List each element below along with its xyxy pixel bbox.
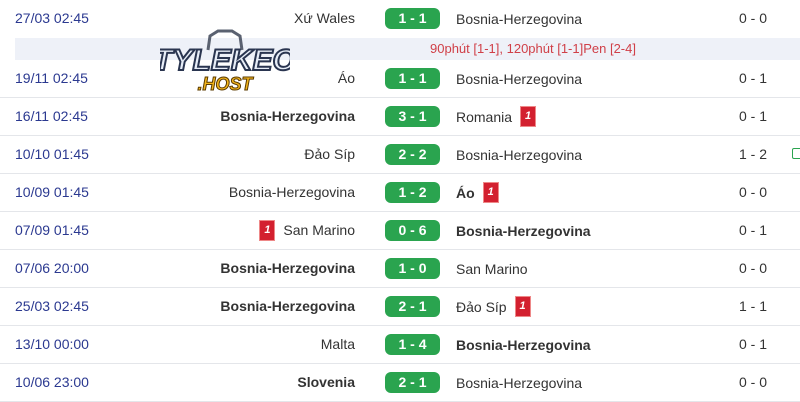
home-team[interactable]: 1 San Marino bbox=[259, 212, 355, 249]
score-badge[interactable]: 3 - 1 bbox=[385, 106, 440, 127]
match-row[interactable]: 10/06 23:00 Slovenia 2 - 1 Bosnia-Herzegovi… bbox=[0, 364, 800, 402]
home-team[interactable]: Đảo Síp bbox=[304, 136, 355, 173]
away-team-name[interactable]: San Marino bbox=[456, 260, 528, 277]
home-team-name[interactable]: Đảo Síp bbox=[304, 146, 355, 162]
half-time-score: 0 - 1 bbox=[738, 70, 767, 86]
home-team-name[interactable]: Bosnia-Herzegovina bbox=[220, 108, 355, 124]
score-badge[interactable]: 2 - 1 bbox=[385, 296, 440, 317]
match-date: 07/09 01:45 bbox=[15, 222, 89, 238]
comment-icon[interactable] bbox=[792, 148, 800, 159]
score-badge[interactable]: 1 - 4 bbox=[385, 334, 440, 355]
away-team[interactable]: Đảo Síp 1 bbox=[456, 288, 531, 325]
red-card-badge: 1 bbox=[514, 296, 531, 317]
match-date: 10/06 23:00 bbox=[15, 374, 89, 390]
score-badge[interactable]: 2 - 1 bbox=[385, 372, 440, 393]
home-team[interactable]: Bosnia-Herzegovina bbox=[220, 288, 355, 325]
match-row[interactable]: 13/10 00:00 Malta 1 - 4 Bosnia-Herzegovina 0… bbox=[0, 326, 800, 364]
home-team[interactable]: Malta bbox=[321, 326, 355, 363]
match-date: 07/06 20:00 bbox=[15, 260, 89, 276]
away-team-name[interactable]: Bosnia-Herzegovina bbox=[456, 222, 591, 239]
match-row[interactable]: 10/10 01:45 Đảo Síp 2 - 2 Bosnia-Herzegovin… bbox=[0, 136, 800, 174]
away-team-name[interactable]: Bosnia-Herzegovina bbox=[456, 10, 583, 27]
away-team[interactable]: Romania 1 bbox=[456, 98, 537, 135]
match-date: 19/11 02:45 bbox=[15, 70, 88, 86]
home-team[interactable]: Xứ Wales bbox=[294, 0, 355, 37]
away-team-name[interactable]: Bosnia-Herzegovina bbox=[456, 146, 583, 163]
away-team[interactable]: Bosnia-Herzegovina bbox=[456, 326, 591, 363]
away-team[interactable]: San Marino bbox=[456, 250, 528, 287]
half-time-score: 1 - 1 bbox=[738, 298, 767, 314]
match-row[interactable]: 25/03 02:45 Bosnia-Herzegovina 2 - 1 Đảo Sí… bbox=[0, 288, 800, 326]
away-team-name[interactable]: Bosnia-Herzegovina bbox=[456, 70, 583, 87]
match-date: 10/09 01:45 bbox=[15, 184, 89, 200]
home-team-name[interactable]: Slovenia bbox=[297, 374, 355, 390]
red-card-badge: 1 bbox=[482, 182, 499, 203]
home-team-name[interactable]: Áo bbox=[337, 70, 355, 86]
red-card-badge: 1 bbox=[259, 220, 276, 241]
home-team[interactable]: Bosnia-Herzegovina bbox=[229, 174, 355, 211]
half-time-score: 0 - 0 bbox=[738, 184, 767, 200]
watermark-logo: TYLEKEO .HOST bbox=[153, 28, 297, 98]
home-team-name[interactable]: Bosnia-Herzegovina bbox=[220, 260, 355, 276]
red-card-badge: 1 bbox=[520, 106, 537, 127]
away-team[interactable]: Bosnia-Herzegovina bbox=[456, 136, 582, 173]
half-time-score: 0 - 0 bbox=[738, 10, 767, 26]
away-team[interactable]: Áo 1 bbox=[456, 174, 499, 211]
away-team[interactable]: Bosnia-Herzegovina bbox=[456, 212, 591, 249]
half-time-score: 0 - 1 bbox=[738, 222, 767, 238]
half-time-score: 1 - 2 bbox=[738, 146, 767, 162]
score-badge[interactable]: 1 - 1 bbox=[385, 68, 440, 89]
away-team-name[interactable]: Romania bbox=[456, 108, 513, 125]
match-date: 16/11 02:45 bbox=[15, 108, 88, 124]
half-time-score: 0 - 1 bbox=[738, 108, 767, 124]
half-time-score: 0 - 1 bbox=[738, 336, 767, 352]
match-row[interactable]: 07/06 20:00 Bosnia-Herzegovina 1 - 0 San Ma… bbox=[0, 250, 800, 288]
home-team-name[interactable]: Bosnia-Herzegovina bbox=[228, 184, 355, 200]
score-badge[interactable]: 1 - 1 bbox=[385, 8, 440, 29]
home-team[interactable]: Bosnia-Herzegovina bbox=[220, 98, 355, 135]
score-badge[interactable]: 2 - 2 bbox=[385, 144, 440, 165]
match-date: 27/03 02:45 bbox=[15, 10, 89, 26]
penalty-note: 90phút [1-1], 120phút [1-1]Pen [2-4] bbox=[15, 38, 800, 60]
away-team-name[interactable]: Bosnia-Herzegovina bbox=[456, 374, 583, 391]
match-date: 25/03 02:45 bbox=[15, 298, 89, 314]
away-team[interactable]: Bosnia-Herzegovina bbox=[456, 60, 582, 97]
match-row[interactable]: 19/11 02:45 Áo 1 - 1 Bosnia-Herzegovina 0 - … bbox=[0, 60, 800, 98]
svg-text:.HOST: .HOST bbox=[197, 74, 254, 94]
home-team-name[interactable]: Malta bbox=[320, 336, 355, 352]
half-time-score: 0 - 0 bbox=[738, 374, 767, 390]
home-team-name[interactable]: Bosnia-Herzegovina bbox=[220, 298, 355, 314]
away-team[interactable]: Bosnia-Herzegovina bbox=[456, 0, 582, 37]
home-team[interactable]: Bosnia-Herzegovina bbox=[220, 250, 355, 287]
home-team-name[interactable]: San Marino bbox=[283, 222, 355, 238]
score-badge[interactable]: 1 - 0 bbox=[385, 258, 440, 279]
score-badge[interactable]: 0 - 6 bbox=[385, 220, 440, 241]
match-date: 13/10 00:00 bbox=[15, 336, 89, 352]
match-row[interactable]: 07/09 01:45 1 San Marino 0 - 6 Bosnia-Herzeg… bbox=[0, 212, 800, 250]
home-team-name[interactable]: Xứ Wales bbox=[294, 10, 355, 26]
match-row[interactable]: 10/09 01:45 Bosnia-Herzegovina 1 - 2 Áo 1 0 -… bbox=[0, 174, 800, 212]
away-team[interactable]: Bosnia-Herzegovina bbox=[456, 364, 582, 401]
match-row[interactable]: 27/03 02:45 Xứ Wales 1 - 1 Bosnia-Herzegovi… bbox=[0, 0, 800, 38]
away-team-name[interactable]: Áo bbox=[456, 184, 475, 201]
half-time-score: 0 - 0 bbox=[738, 260, 767, 276]
score-badge[interactable]: 1 - 2 bbox=[385, 182, 440, 203]
away-team-name[interactable]: Bosnia-Herzegovina bbox=[456, 336, 591, 353]
match-row[interactable]: 16/11 02:45 Bosnia-Herzegovina 3 - 1 Romani… bbox=[0, 98, 800, 136]
home-team[interactable]: Slovenia bbox=[297, 364, 355, 401]
home-team[interactable]: Áo bbox=[338, 60, 355, 97]
away-team-name[interactable]: Đảo Síp bbox=[456, 298, 507, 315]
svg-text:TYLEKEO: TYLEKEO bbox=[160, 44, 290, 77]
match-date: 10/10 01:45 bbox=[15, 146, 89, 162]
